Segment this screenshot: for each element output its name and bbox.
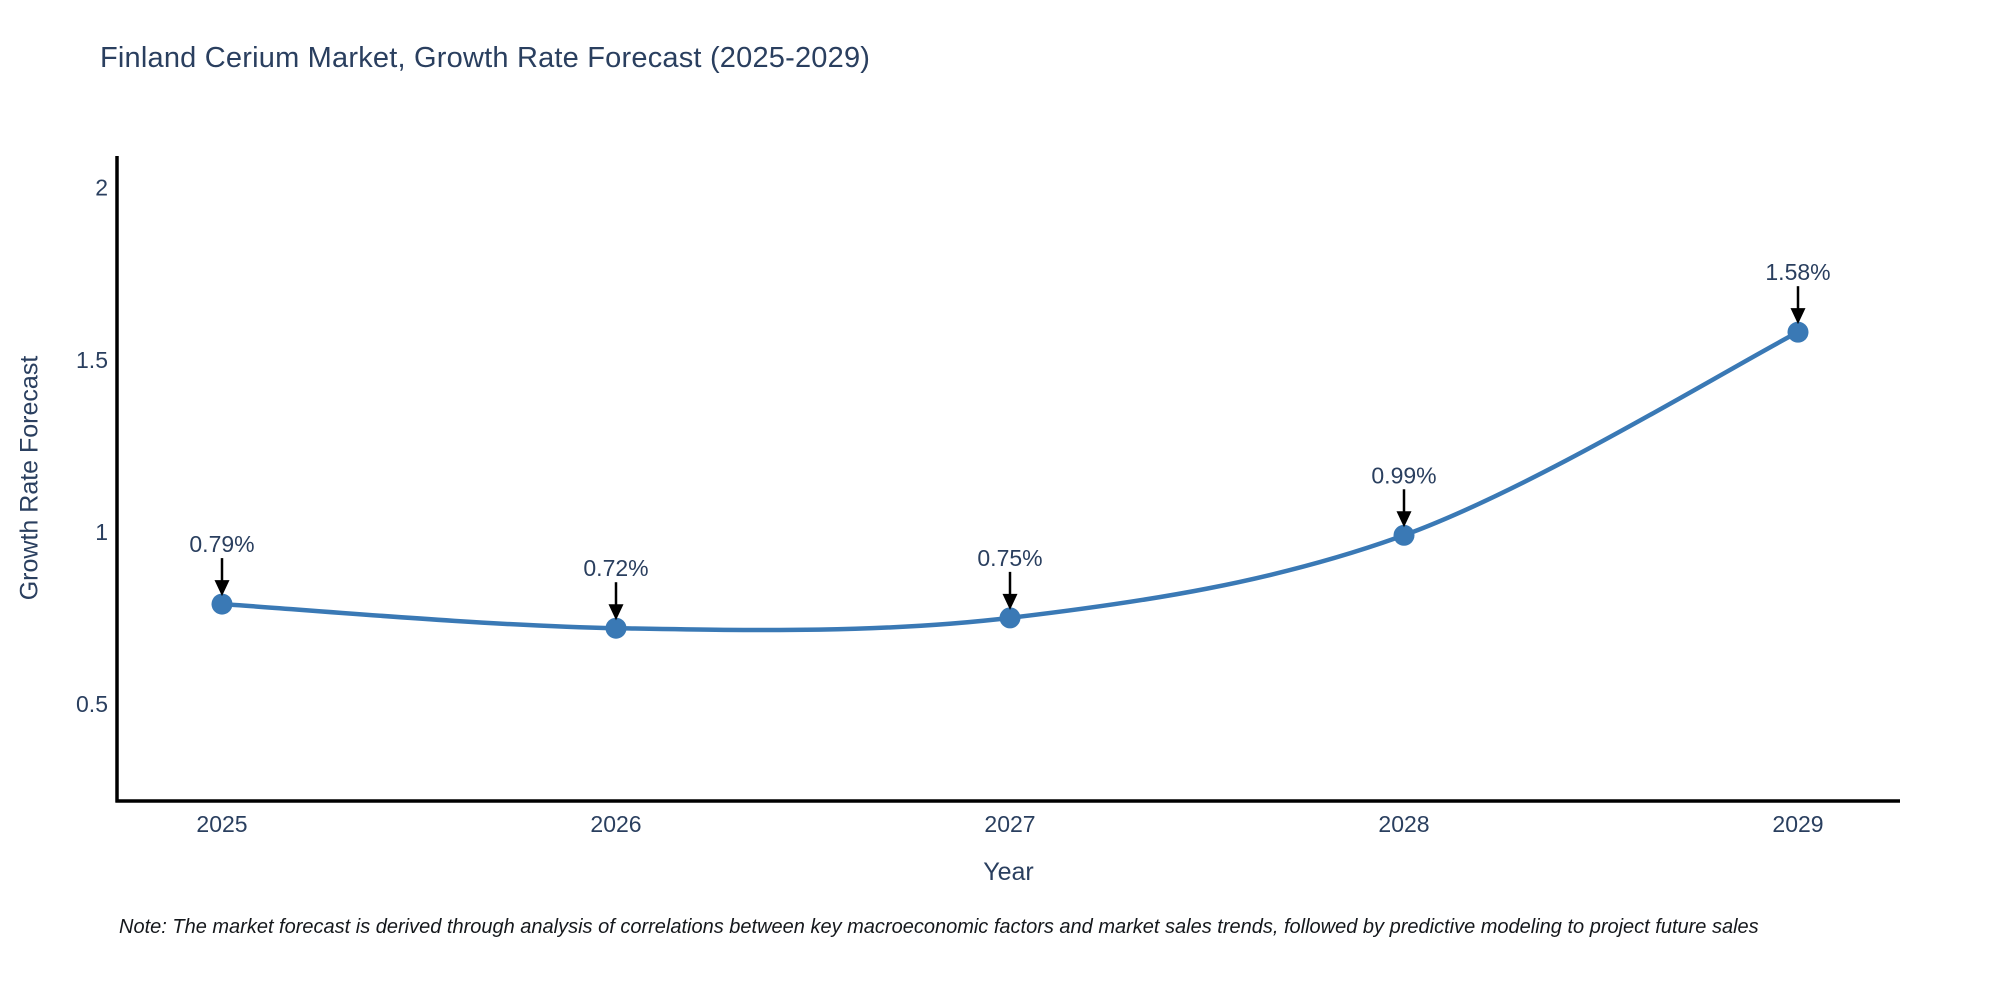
y-axis-title: Growth Rate Forecast (15, 355, 44, 601)
data-point-marker[interactable] (1393, 524, 1415, 546)
data-point-label: 0.99% (1371, 462, 1436, 488)
x-tick-label: 2026 (590, 811, 641, 837)
x-tick-label: 2027 (984, 811, 1035, 837)
annotation-arrowhead (608, 604, 624, 621)
x-tick-label: 2029 (1772, 811, 1823, 837)
annotation-arrowhead (1790, 308, 1806, 325)
annotation-arrowhead (214, 580, 230, 597)
data-point-marker[interactable] (605, 617, 627, 639)
y-tick-label: 1 (95, 519, 108, 545)
data-point-marker[interactable] (1787, 321, 1809, 343)
y-tick-label: 0.5 (76, 691, 108, 717)
x-tick-label: 2025 (196, 811, 247, 837)
annotation-arrowhead (1002, 593, 1018, 610)
data-point-label: 1.58% (1765, 259, 1830, 285)
data-point-marker[interactable] (211, 593, 233, 615)
x-axis-title: Year (983, 858, 1034, 886)
data-point-label: 0.79% (189, 531, 254, 557)
chart-title: Finland Cerium Market, Growth Rate Forec… (100, 42, 871, 74)
y-tick-label: 1.5 (76, 347, 108, 373)
annotation-arrowhead (1396, 511, 1412, 528)
footnote: Note: The market forecast is derived thr… (119, 916, 1759, 938)
data-point-marker[interactable] (999, 607, 1021, 629)
data-point-label: 0.72% (583, 555, 648, 581)
x-tick-label: 2028 (1378, 811, 1429, 837)
y-tick-label: 2 (95, 175, 108, 201)
data-point-label: 0.75% (977, 545, 1042, 571)
